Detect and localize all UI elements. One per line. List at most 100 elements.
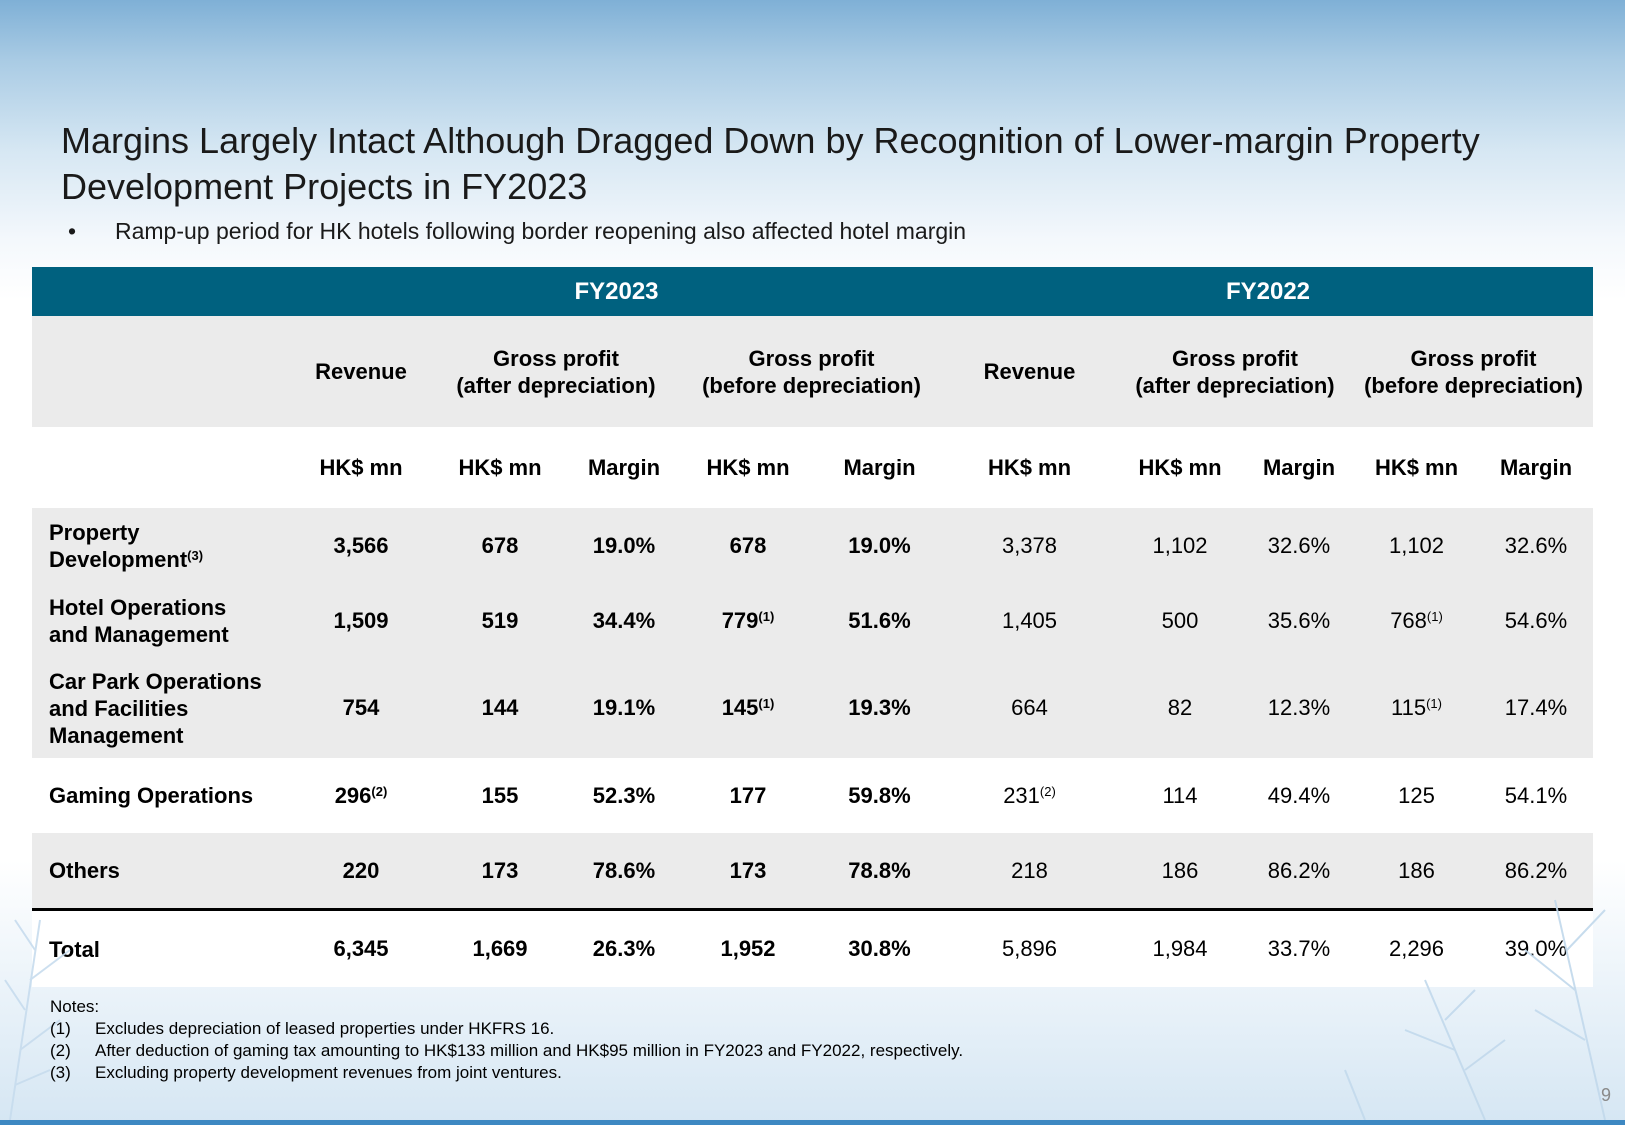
group-header-blank bbox=[32, 316, 290, 427]
table-cell: 678 bbox=[680, 508, 816, 583]
unit-header: HK$ mn bbox=[432, 427, 568, 508]
unit-header: Margin bbox=[568, 427, 680, 508]
year-header-blank bbox=[32, 267, 290, 316]
table-cell: 78.8% bbox=[816, 833, 943, 910]
table-cell: 6,345 bbox=[290, 908, 432, 987]
unit-header: HK$ mn bbox=[943, 427, 1116, 508]
table-cell: 115(1) bbox=[1354, 658, 1479, 758]
unit-header: HK$ mn bbox=[1116, 427, 1244, 508]
margins-table: FY2023 FY2022 Revenue Gross profit (after… bbox=[32, 267, 1593, 987]
slide-title: Margins Largely Intact Although Dragged … bbox=[61, 118, 1561, 210]
table-cell: 82 bbox=[1116, 658, 1244, 758]
table-cell: 33.7% bbox=[1244, 908, 1354, 987]
group-header-revenue-fy2023: Revenue bbox=[290, 316, 432, 427]
table-cell: 664 bbox=[943, 658, 1116, 758]
unit-header-blank bbox=[32, 427, 290, 508]
table-cell: 34.4% bbox=[568, 583, 680, 658]
group-header-gp-before-fy2022: Gross profit (before depreciation) bbox=[1354, 316, 1593, 427]
bottom-accent-bar bbox=[0, 1120, 1625, 1125]
table-cell: 220 bbox=[290, 833, 432, 910]
table-cell: 145(1) bbox=[680, 658, 816, 758]
slide-title-line-1: Margins Largely Intact Although Dragged … bbox=[61, 120, 1480, 161]
bullet-text: Ramp-up period for HK hotels following b… bbox=[115, 218, 967, 244]
bullet-dot: • bbox=[68, 218, 77, 244]
table-cell: 26.3% bbox=[568, 908, 680, 987]
year-header-fy2022: FY2022 bbox=[943, 267, 1593, 316]
table-cell: 17.4% bbox=[1479, 658, 1593, 758]
table-cell: 3,378 bbox=[943, 508, 1116, 583]
unit-header: Margin bbox=[816, 427, 943, 508]
table-cell: 754 bbox=[290, 658, 432, 758]
group-header-gp-after-fy2022: Gross profit (after depreciation) bbox=[1116, 316, 1354, 427]
table-cell: 1,509 bbox=[290, 583, 432, 658]
table-cell: 186 bbox=[1116, 833, 1244, 910]
table-row-car-park: Car Park Operations and Facilities Managem… bbox=[32, 658, 1593, 758]
table-cell: 32.6% bbox=[1244, 508, 1354, 583]
table-row-others: Others 220 173 78.6% 173 78.8% 218 186 8… bbox=[32, 833, 1593, 910]
table-cell: 86.2% bbox=[1479, 833, 1593, 910]
table-cell: 78.6% bbox=[568, 833, 680, 910]
table-cell: 1,102 bbox=[1354, 508, 1479, 583]
table-cell: 51.6% bbox=[816, 583, 943, 658]
table-cell: 1,405 bbox=[943, 583, 1116, 658]
table-cell: 177 bbox=[680, 758, 816, 833]
unit-header: HK$ mn bbox=[1354, 427, 1479, 508]
table-cell: 173 bbox=[432, 833, 568, 910]
table-cell: 3,566 bbox=[290, 508, 432, 583]
table-cell: 32.6% bbox=[1479, 508, 1593, 583]
table-cell: 39.0% bbox=[1479, 908, 1593, 987]
table-cell: 1,952 bbox=[680, 908, 816, 987]
table-row-property-development: Property Development(3) 3,566 678 19.0% 6… bbox=[32, 508, 1593, 583]
table-cell: 19.0% bbox=[816, 508, 943, 583]
table-cell: 768(1) bbox=[1354, 583, 1479, 658]
table-cell: 5,896 bbox=[943, 908, 1116, 987]
table-cell: 779(1) bbox=[680, 583, 816, 658]
table-cell: 114 bbox=[1116, 758, 1244, 833]
table-cell: 86.2% bbox=[1244, 833, 1354, 910]
table-cell: 30.8% bbox=[816, 908, 943, 987]
unit-header: Margin bbox=[1244, 427, 1354, 508]
table-cell: 1,669 bbox=[432, 908, 568, 987]
table-row-hotel-operations: Hotel Operations and Management 1,509 519… bbox=[32, 583, 1593, 658]
table-cell: 19.0% bbox=[568, 508, 680, 583]
row-label: Car Park Operations and Facilities Managem… bbox=[32, 658, 290, 758]
row-label: Hotel Operations and Management bbox=[32, 583, 290, 658]
table-cell: 59.8% bbox=[816, 758, 943, 833]
table-cell: 144 bbox=[432, 658, 568, 758]
subtitle-bullet: • Ramp-up period for HK hotels following … bbox=[68, 218, 966, 245]
unit-header: HK$ mn bbox=[680, 427, 816, 508]
table-cell: 54.1% bbox=[1479, 758, 1593, 833]
row-label: Gaming Operations bbox=[32, 758, 290, 833]
row-label: Others bbox=[32, 833, 290, 910]
table-cell: 1,984 bbox=[1116, 908, 1244, 987]
table-cell: 19.3% bbox=[816, 658, 943, 758]
slide-title-line-2: Development Projects in FY2023 bbox=[61, 166, 588, 207]
table-cell: 173 bbox=[680, 833, 816, 910]
footnotes: Notes: (1) Excludes depreciation of lease… bbox=[50, 996, 963, 1084]
footnote-item: (3) Excluding property development revenu… bbox=[50, 1063, 562, 1082]
table-cell: 1,102 bbox=[1116, 508, 1244, 583]
page-number: 9 bbox=[1600, 1085, 1611, 1105]
table-cell: 218 bbox=[943, 833, 1116, 910]
footnote-item: (1) Excludes depreciation of leased prope… bbox=[50, 1019, 555, 1038]
table-cell: 155 bbox=[432, 758, 568, 833]
table-row-total: Total 6,345 1,669 26.3% 1,952 30.8% 5,89… bbox=[32, 908, 1593, 987]
table-cell: 52.3% bbox=[568, 758, 680, 833]
table-cell: 500 bbox=[1116, 583, 1244, 658]
table-cell: 186 bbox=[1354, 833, 1479, 910]
group-header-gp-before-fy2023: Gross profit (before depreciation) bbox=[680, 316, 943, 427]
group-header-revenue-fy2022: Revenue bbox=[943, 316, 1116, 427]
table-cell: 231(2) bbox=[943, 758, 1116, 833]
table-cell: 49.4% bbox=[1244, 758, 1354, 833]
table-cell: 12.3% bbox=[1244, 658, 1354, 758]
table-cell: 519 bbox=[432, 583, 568, 658]
table-cell: 54.6% bbox=[1479, 583, 1593, 658]
table-cell: 125 bbox=[1354, 758, 1479, 833]
table-cell: 296(2) bbox=[290, 758, 432, 833]
footnote-item: (2) After deduction of gaming tax amounti… bbox=[50, 1041, 964, 1060]
notes-heading: Notes: bbox=[50, 997, 100, 1016]
group-header-gp-after-fy2023: Gross profit (after depreciation) bbox=[432, 316, 680, 427]
table-cell: 19.1% bbox=[568, 658, 680, 758]
year-header-fy2023: FY2023 bbox=[290, 267, 943, 316]
unit-header: Margin bbox=[1479, 427, 1593, 508]
